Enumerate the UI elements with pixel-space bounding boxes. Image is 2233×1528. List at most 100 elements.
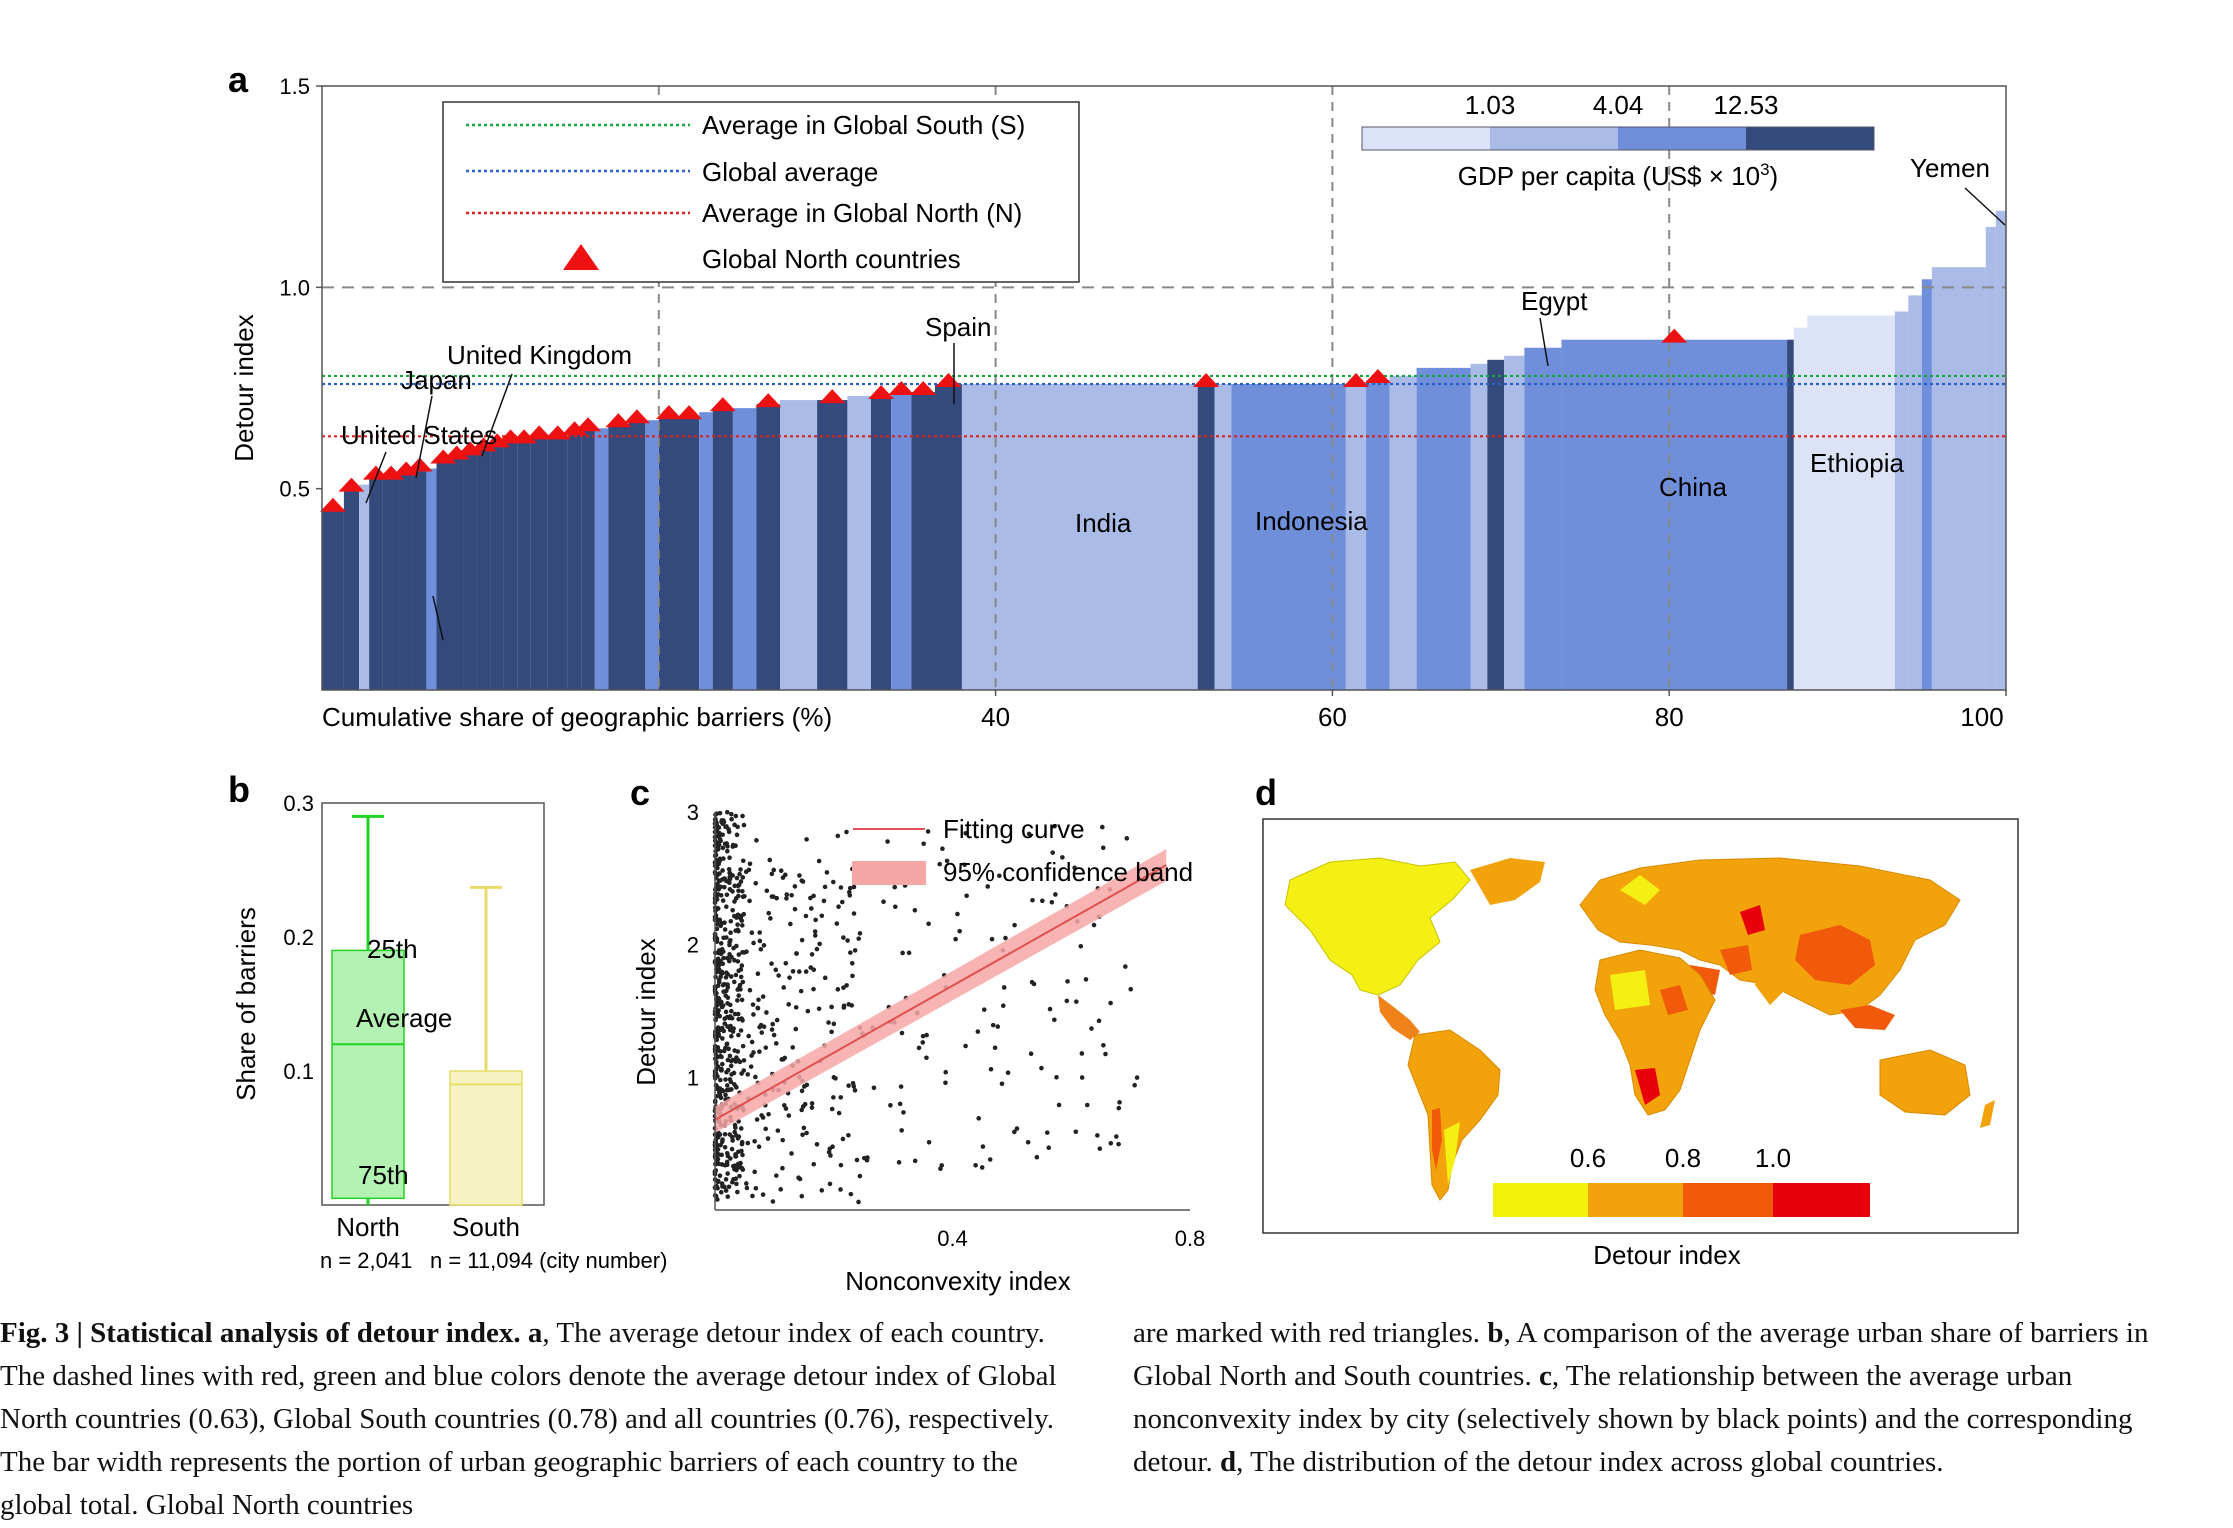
scatter-point (852, 948, 858, 953)
map-chile (1432, 1108, 1442, 1170)
scatter-point (747, 898, 752, 904)
scatter-point (1114, 1134, 1119, 1139)
scatter-point (746, 1033, 751, 1039)
panel-a-y-ticks: 0.5 1.0 1.5 (279, 74, 322, 502)
scatter-point (827, 1181, 833, 1187)
scatter-point (751, 1050, 756, 1055)
scatter-point (831, 1095, 836, 1100)
scatter-point (755, 1005, 761, 1011)
scatter-point (720, 1137, 725, 1142)
scatter-point (724, 892, 730, 898)
scatter-point (848, 950, 853, 955)
scatter-point (1054, 1074, 1059, 1080)
scatter-point (740, 1018, 745, 1023)
x-tick-label: 0.8 (1175, 1226, 1206, 1251)
scatter-point (722, 1132, 728, 1137)
scatter-point (722, 841, 728, 847)
scatter-point (734, 1055, 739, 1060)
scatter-point (735, 824, 740, 830)
scatter-point (729, 1033, 734, 1039)
panel-c-legend: Fitting curve 95% confidence band (852, 814, 1193, 887)
detour-bar (699, 412, 713, 690)
scatter-point (733, 813, 739, 819)
scatter-point (1116, 1105, 1122, 1111)
scatter-point (1053, 892, 1058, 897)
panel-label-d: d (1255, 772, 1277, 813)
panel-label-b: b (228, 769, 250, 810)
scatter-point (767, 857, 773, 863)
y-tick-label: 0.2 (283, 925, 314, 950)
scatter-point (987, 1157, 993, 1162)
scatter-point (1103, 1051, 1108, 1057)
scatter-point (737, 1059, 743, 1065)
scatter-point (720, 1184, 725, 1189)
confidence-band (715, 849, 1167, 1134)
scatter-point (1134, 1075, 1140, 1080)
panel-a-chart: 0.5 1.0 1.5 40 60 80 100 Cumulative share of … (229, 74, 2007, 732)
scatter-point (738, 974, 744, 980)
scatter-point (722, 1016, 728, 1021)
legend-north-label: Average in Global North (N) (702, 198, 1022, 228)
detour-bar (961, 383, 1198, 690)
north-triangle-marker (406, 457, 433, 472)
scatter-point (811, 893, 816, 899)
scatter-point (753, 1074, 758, 1080)
map-namibia (1635, 1068, 1660, 1105)
scatter-point (784, 892, 790, 897)
map-north-america (1284, 857, 1471, 996)
scatter-point (916, 1045, 922, 1051)
y-tick-label: 1.5 (279, 74, 310, 99)
scatter-point (720, 832, 725, 838)
scatter-point (730, 1179, 735, 1185)
detour-bar (679, 416, 700, 690)
scatter-point (724, 1069, 729, 1075)
scatter-point (798, 988, 804, 994)
scatter-point (1096, 1018, 1102, 1024)
scatter-point (737, 871, 742, 877)
scatter-point (999, 1081, 1005, 1087)
scatter-point (808, 895, 813, 901)
north-triangle-marker (457, 441, 484, 456)
scatter-point (744, 1185, 750, 1191)
scatter-point (759, 1113, 764, 1118)
scatter-point (740, 888, 745, 894)
scatter-point (888, 1103, 893, 1108)
legend-global-label: Global average (702, 157, 878, 187)
scatter-point (783, 1106, 789, 1111)
scatter-point (715, 1178, 721, 1184)
detour-bar (911, 392, 935, 690)
scatter-point (717, 1173, 723, 1179)
leader-us (365, 451, 387, 504)
scatter-point (1132, 1082, 1137, 1088)
scatter-point (714, 926, 720, 932)
map-legend-tick-1: 0.6 (1570, 1143, 1606, 1173)
scatter-point (728, 1014, 733, 1019)
detour-bar (870, 396, 892, 690)
scatter-point (727, 942, 732, 948)
north-triangle-marker (443, 445, 470, 460)
panel-b-y-label: Share of barriers (231, 907, 261, 1101)
north-triangle-marker (484, 433, 511, 448)
scatter-point (735, 927, 741, 933)
scatter-point (741, 822, 747, 828)
scatter-point (771, 867, 777, 873)
scatter-point (726, 866, 732, 872)
scatter-point (829, 1106, 835, 1112)
scatter-point (728, 1079, 734, 1085)
scatter-point (733, 1165, 739, 1170)
scatter-point (722, 884, 727, 890)
gdp-tick-3: 12.53 (1713, 90, 1778, 120)
scatter-point (714, 939, 720, 944)
scatter-point (900, 950, 905, 956)
scatter-point (920, 1040, 926, 1045)
caption-right: are marked with red triangles. b, A comp… (1133, 1312, 2208, 1484)
scatter-point (719, 1152, 724, 1158)
map-ethiopia-region (1660, 985, 1688, 1015)
detour-bar (658, 416, 680, 690)
scatter-point (725, 1150, 730, 1156)
scatter-point (736, 1032, 741, 1038)
scatter-point (715, 1064, 721, 1069)
caption-c-text: , The relationship between the average u… (1133, 1360, 2133, 1478)
caption-right-pre: are marked with red triangles. (1133, 1317, 1488, 1349)
scatter-point (720, 898, 726, 903)
